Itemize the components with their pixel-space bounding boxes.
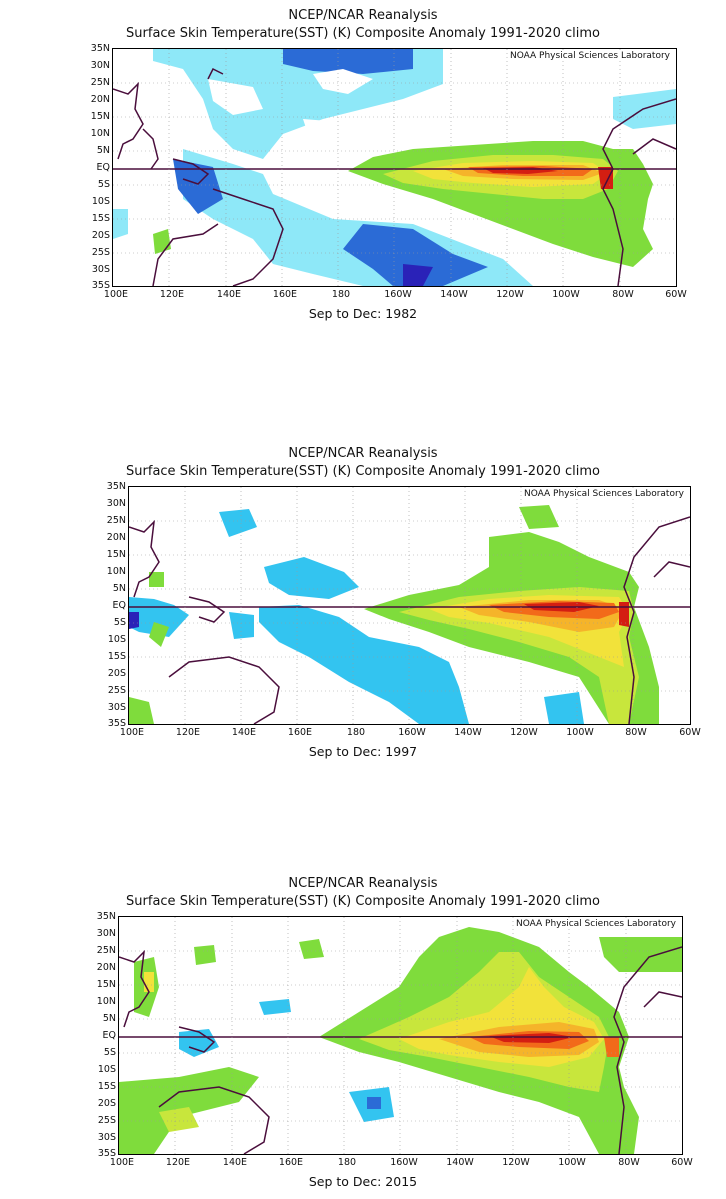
lat-label: 25S	[107, 685, 126, 696]
period-caption: Sep to Dec: 1997	[308, 744, 418, 759]
lon-label: 120W	[510, 727, 538, 738]
lat-label: 25S	[97, 1115, 116, 1126]
lat-label: 20N	[90, 94, 110, 105]
lon-label: 160W	[384, 289, 412, 300]
lon-label: 100W	[558, 1157, 586, 1168]
lon-label: 60W	[671, 1157, 693, 1168]
lat-label: 15N	[96, 979, 116, 990]
lat-label: 15N	[106, 549, 126, 560]
lat-label: EQ	[102, 1030, 116, 1041]
lon-label: 140E	[222, 1157, 248, 1168]
lon-label: 160E	[272, 289, 298, 300]
lat-label: 25N	[106, 515, 126, 526]
lat-label: 30N	[90, 60, 110, 71]
anomaly-map: NOAA Physical Sciences Laboratory	[118, 916, 683, 1155]
panel-title: NCEP/NCAR Reanalysis	[288, 8, 438, 23]
lat-label: 5S	[103, 1047, 116, 1058]
lat-label: 35S	[91, 280, 110, 291]
lat-label: 10S	[91, 196, 110, 207]
lon-label: 160W	[398, 727, 426, 738]
lat-label: 20S	[97, 1098, 116, 1109]
lon-label: 180	[337, 1157, 357, 1168]
lon-label: 140W	[454, 727, 482, 738]
lat-label: 15N	[90, 111, 110, 122]
lon-label: 180	[346, 727, 366, 738]
lat-label: EQ	[112, 600, 126, 611]
map-canvas	[113, 49, 676, 286]
lat-label: 15S	[97, 1081, 116, 1092]
lat-label: 30S	[91, 264, 110, 275]
lon-label: 80W	[612, 289, 634, 300]
lat-label: 5N	[102, 1013, 116, 1024]
panel-subtitle: Surface Skin Temperature(SST) (K) Compos…	[126, 26, 600, 41]
period-caption: Sep to Dec: 1982	[308, 306, 418, 321]
lat-label: 30S	[97, 1132, 116, 1143]
lon-label: 80W	[625, 727, 647, 738]
lon-label: 140E	[216, 289, 242, 300]
lon-label: 60W	[679, 727, 701, 738]
lon-label: 160E	[287, 727, 313, 738]
credit-label: NOAA Physical Sciences Laboratory	[513, 919, 678, 929]
lat-label: 15S	[107, 651, 126, 662]
lon-label: 100E	[103, 289, 129, 300]
lon-label: 140E	[231, 727, 257, 738]
credit-label: NOAA Physical Sciences Laboratory	[507, 51, 672, 61]
lat-label: 10S	[107, 634, 126, 645]
lon-label: 140W	[440, 289, 468, 300]
lon-label: 100E	[109, 1157, 135, 1168]
panel-subtitle: Surface Skin Temperature(SST) (K) Compos…	[126, 464, 600, 479]
lat-label: 30N	[96, 928, 116, 939]
map-canvas	[119, 917, 682, 1154]
lat-label: 35N	[90, 43, 110, 54]
anomaly-map: NOAA Physical Sciences Laboratory	[112, 48, 677, 287]
lat-label: 25N	[90, 77, 110, 88]
lon-label: 100W	[566, 727, 594, 738]
lat-label: 30N	[106, 498, 126, 509]
lat-label: 35N	[96, 911, 116, 922]
panel-subtitle: Surface Skin Temperature(SST) (K) Compos…	[126, 894, 600, 909]
lat-label: 5N	[96, 145, 110, 156]
panel-1997: NCEP/NCAR Reanalysis Surface Skin Temper…	[0, 438, 726, 768]
lat-label: 10S	[97, 1064, 116, 1075]
panel-2015: NCEP/NCAR Reanalysis Surface Skin Temper…	[0, 868, 726, 1199]
lat-label: 10N	[90, 128, 110, 139]
lat-label: 20N	[106, 532, 126, 543]
lat-label: 20N	[96, 962, 116, 973]
lon-label: 160E	[278, 1157, 304, 1168]
lat-label: 5N	[112, 583, 126, 594]
panel-title: NCEP/NCAR Reanalysis	[288, 446, 438, 461]
lon-label: 120E	[159, 289, 185, 300]
lon-label: 100W	[552, 289, 580, 300]
panel-1982: NCEP/NCAR Reanalysis Surface Skin Temper…	[0, 0, 726, 330]
lat-label: 20S	[91, 230, 110, 241]
lat-label: 30S	[107, 702, 126, 713]
lat-label: 35S	[107, 718, 126, 729]
lon-label: 100E	[119, 727, 145, 738]
map-canvas	[129, 487, 690, 724]
period-caption: Sep to Dec: 2015	[308, 1174, 418, 1189]
lon-label: 160W	[390, 1157, 418, 1168]
lon-label: 140W	[446, 1157, 474, 1168]
lat-label: 15S	[91, 213, 110, 224]
lon-label: 60W	[665, 289, 687, 300]
lat-label: 10N	[96, 996, 116, 1007]
lat-label: 10N	[106, 566, 126, 577]
lon-label: 120E	[175, 727, 201, 738]
panel-title: NCEP/NCAR Reanalysis	[288, 876, 438, 891]
lat-label: EQ	[96, 162, 110, 173]
lon-label: 120W	[496, 289, 524, 300]
lon-label: 120E	[165, 1157, 191, 1168]
lat-label: 25N	[96, 945, 116, 956]
anomaly-map: NOAA Physical Sciences Laboratory	[128, 486, 691, 725]
lat-label: 20S	[107, 668, 126, 679]
credit-label: NOAA Physical Sciences Laboratory	[521, 489, 686, 499]
lon-label: 120W	[502, 1157, 530, 1168]
lat-label: 35S	[97, 1148, 116, 1159]
lon-label: 180	[331, 289, 351, 300]
lat-label: 35N	[106, 481, 126, 492]
lat-label: 5S	[113, 617, 126, 628]
lat-label: 25S	[91, 247, 110, 258]
lat-label: 5S	[97, 179, 110, 190]
lon-label: 80W	[618, 1157, 640, 1168]
